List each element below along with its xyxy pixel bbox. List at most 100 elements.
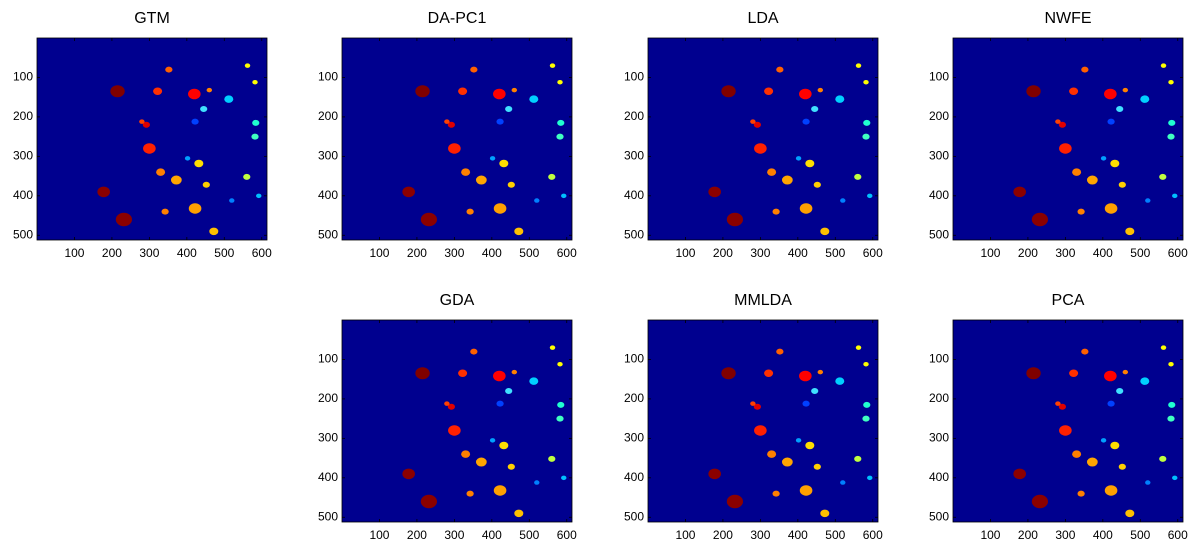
- class-region: [854, 455, 862, 462]
- class-region: [1172, 193, 1178, 199]
- class-region: [802, 400, 810, 407]
- x-tick-label: 600: [557, 528, 577, 542]
- class-region: [708, 468, 721, 480]
- class-region: [799, 88, 812, 100]
- y-tick-label: 300: [13, 149, 33, 163]
- class-region: [767, 450, 777, 458]
- panel-title: DA-PC1: [428, 10, 487, 27]
- class-region: [820, 227, 830, 236]
- class-region: [170, 175, 182, 185]
- class-region: [862, 415, 870, 422]
- class-region: [415, 85, 430, 98]
- x-tick-label: 600: [252, 246, 272, 260]
- class-region: [1159, 455, 1167, 462]
- class-region: [753, 121, 761, 128]
- class-region: [1026, 367, 1041, 380]
- class-region: [1159, 173, 1167, 180]
- class-region: [244, 63, 251, 68]
- class-region: [840, 480, 846, 485]
- panel-title: PCA: [1052, 292, 1085, 309]
- class-region: [507, 181, 515, 188]
- class-region: [1069, 369, 1079, 378]
- class-region: [444, 401, 450, 406]
- class-region: [802, 118, 810, 125]
- class-region: [505, 388, 513, 395]
- x-tick-label: 100: [675, 246, 695, 260]
- y-tick-label: 500: [318, 509, 338, 523]
- class-region: [458, 369, 468, 378]
- y-tick-label: 100: [318, 352, 338, 366]
- class-region: [795, 438, 802, 443]
- class-region: [194, 159, 204, 168]
- class-region: [1168, 119, 1176, 126]
- panel-title: LDA: [747, 10, 778, 27]
- class-region: [1116, 106, 1124, 113]
- x-tick-label: 200: [407, 528, 427, 542]
- y-tick-label: 400: [624, 188, 644, 202]
- class-region: [511, 87, 518, 93]
- class-region: [855, 63, 862, 68]
- class-region: [209, 227, 219, 236]
- class-region: [229, 198, 235, 203]
- class-region: [202, 181, 210, 188]
- class-region: [721, 367, 736, 380]
- class-region: [1086, 175, 1098, 185]
- class-region: [862, 133, 870, 140]
- class-region: [191, 118, 199, 125]
- class-region: [721, 85, 736, 98]
- x-tick-label: 500: [1130, 528, 1150, 542]
- class-region: [805, 441, 815, 450]
- x-tick-label: 400: [482, 528, 502, 542]
- class-region: [252, 79, 258, 85]
- panel: 100 200 300 400 500 600 100 200 300 400 500 MMLDA: [624, 292, 883, 542]
- class-region: [1172, 475, 1178, 481]
- class-region: [799, 485, 813, 496]
- class-region: [507, 463, 515, 470]
- class-region: [863, 119, 871, 126]
- class-region: [1059, 143, 1072, 154]
- class-region: [557, 401, 565, 408]
- class-region: [188, 203, 202, 214]
- x-tick-label: 400: [177, 246, 197, 260]
- class-region: [447, 403, 455, 410]
- class-region: [1072, 450, 1082, 458]
- class-region: [415, 367, 430, 380]
- class-region: [1058, 121, 1066, 128]
- panel: 100 200 300 400 500 600 100 200 300 400 500 DA-PC1: [318, 10, 577, 260]
- axes-frame: [952, 37, 1184, 241]
- panel: 100 200 300 400 500 600 100 200 300 400 500 PCA: [929, 292, 1188, 542]
- x-tick-label: 300: [444, 528, 464, 542]
- y-tick-label: 100: [929, 70, 949, 84]
- x-tick-label: 500: [519, 246, 539, 260]
- x-tick-label: 100: [980, 246, 1000, 260]
- y-tick-label: 200: [318, 391, 338, 405]
- x-tick-label: 300: [139, 246, 159, 260]
- class-region: [867, 475, 873, 481]
- class-region: [448, 425, 461, 436]
- class-region: [1160, 63, 1167, 68]
- x-tick-label: 500: [825, 528, 845, 542]
- y-tick-label: 500: [318, 227, 338, 241]
- class-region: [1122, 369, 1129, 375]
- x-tick-label: 300: [750, 246, 770, 260]
- panel-title: GTM: [134, 10, 170, 27]
- panel-title: MMLDA: [734, 292, 792, 309]
- class-region: [489, 156, 496, 161]
- y-tick-label: 300: [318, 149, 338, 163]
- class-region: [795, 156, 802, 161]
- y-tick-label: 500: [13, 227, 33, 241]
- class-region: [767, 168, 777, 176]
- x-tick-label: 100: [369, 246, 389, 260]
- class-region: [813, 181, 821, 188]
- x-tick-label: 100: [675, 528, 695, 542]
- class-region: [799, 203, 813, 214]
- class-region: [1118, 181, 1126, 188]
- panel: 100 200 300 400 500 600 100 200 300 400 500 GTM: [13, 10, 272, 260]
- class-region: [461, 450, 471, 458]
- panel-title: GDA: [440, 292, 475, 309]
- class-region: [855, 345, 862, 350]
- y-tick-label: 500: [624, 509, 644, 523]
- y-tick-label: 400: [318, 470, 338, 484]
- image: [953, 38, 1183, 240]
- x-tick-label: 500: [825, 246, 845, 260]
